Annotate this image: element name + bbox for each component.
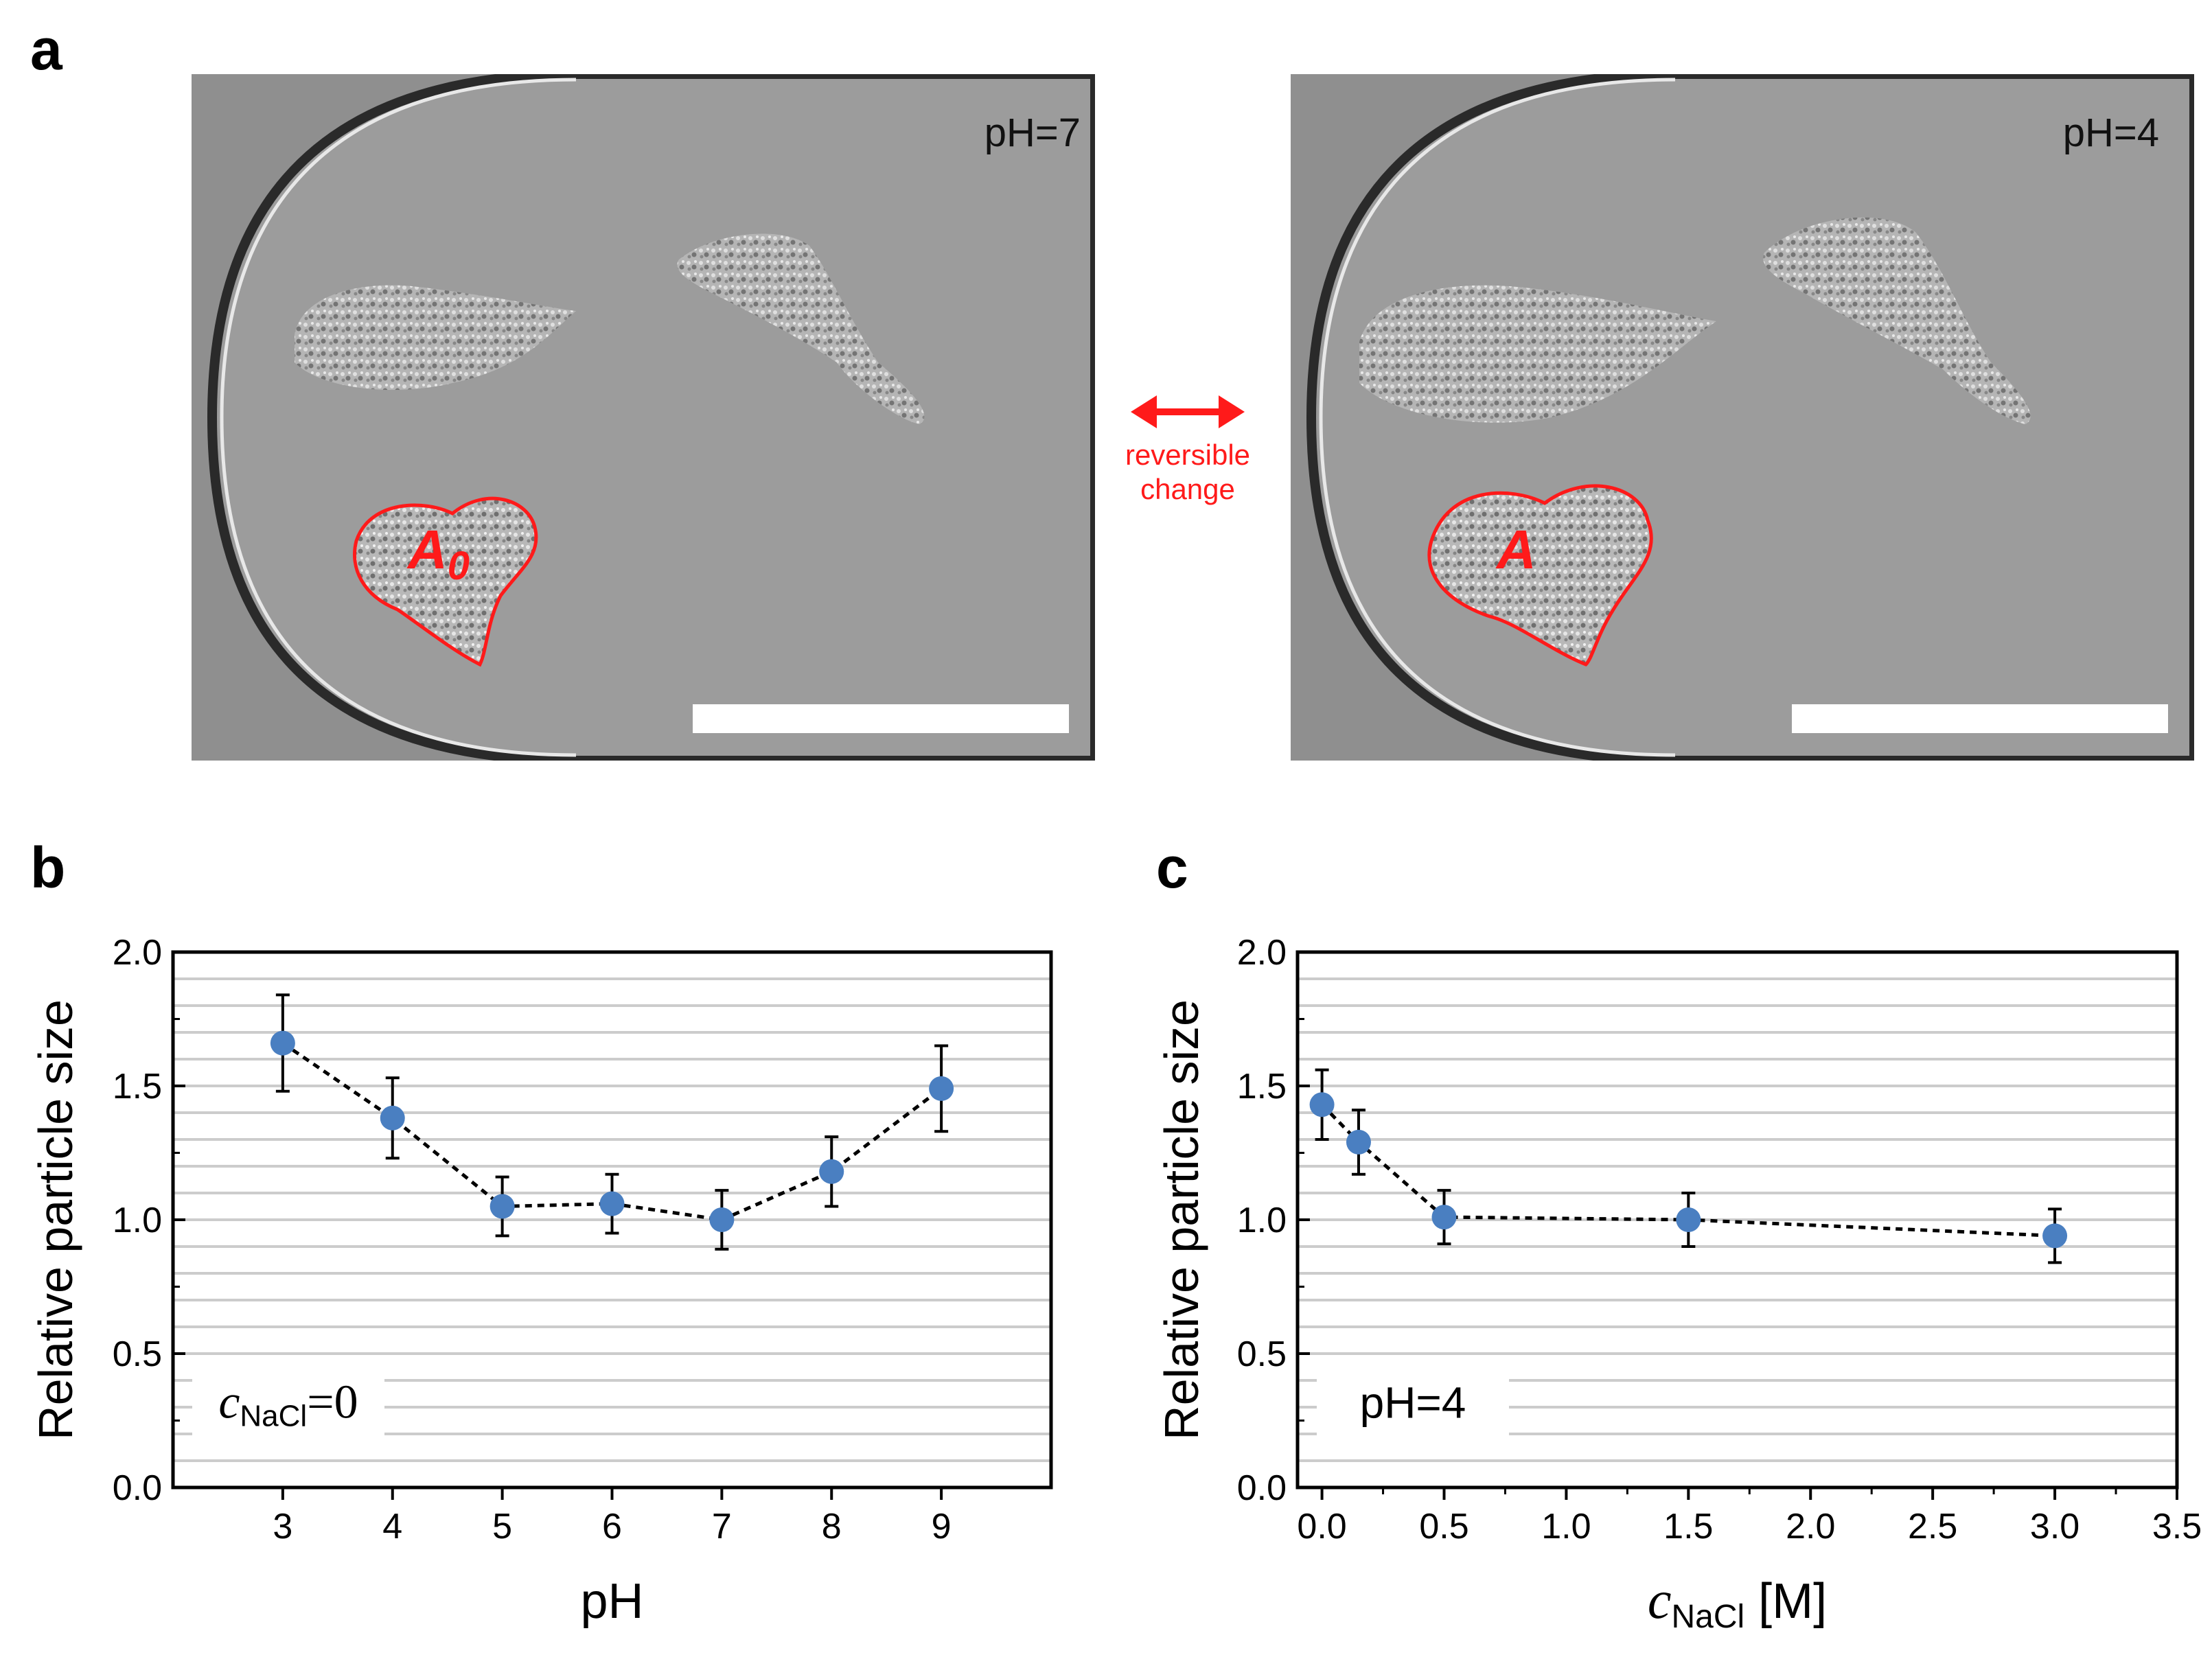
legend: pH=4 [1317, 1364, 1509, 1439]
particle-region-a [1429, 485, 1652, 664]
condition-label-ph7: pH=7 [984, 111, 1081, 155]
x-tick-label: 3.0 [2030, 1507, 2079, 1547]
particle-cluster [1763, 217, 2031, 424]
x-tick-label: 3.5 [2152, 1507, 2202, 1547]
data-point [1309, 1092, 1335, 1117]
transition-indicator: reversible change [1105, 391, 1270, 507]
data-point [709, 1207, 735, 1232]
x-tick-label: 7 [712, 1507, 732, 1547]
chart-panel-c: pH=4 0.0 0.5 1.0 1.5 2.0 0.0 0.5 1.0 1.5 2.0 2.5 3.0… [1155, 933, 2202, 1635]
particle-outline [1427, 484, 1653, 667]
panel-label-b: b [30, 835, 66, 900]
y-tick-label: 0.0 [1237, 1468, 1287, 1508]
y-tick-label: 1.0 [1237, 1201, 1287, 1240]
scale-bar [1792, 704, 2168, 733]
particle-outline [353, 496, 538, 667]
droplet-rim [1319, 78, 1676, 757]
y-tick-label: 0.5 [1237, 1334, 1287, 1374]
x-tick-label: 1.0 [1541, 1507, 1591, 1547]
particle-region-a0 [354, 498, 536, 664]
region-label-a: A [1495, 519, 1536, 580]
y-tick-label: 0.5 [113, 1334, 162, 1374]
x-tick-label: 2.0 [1786, 1507, 1835, 1547]
particle-cluster [677, 233, 925, 424]
data-point [1676, 1207, 1701, 1232]
condition-label-ph4: pH=4 [2063, 111, 2159, 155]
data-point [380, 1105, 405, 1131]
droplet-interior [207, 74, 1095, 761]
legend-text: pH=4 [1360, 1378, 1466, 1428]
y-tick-label: 0.0 [113, 1468, 162, 1508]
legend-box [1317, 1364, 1509, 1439]
transition-text-line1: reversible [1125, 439, 1251, 471]
y-tick-label: 1.0 [113, 1201, 162, 1240]
x-tick-label: 1.5 [1663, 1507, 1713, 1547]
legend-box [192, 1364, 384, 1439]
y-tick-label: 1.5 [113, 1067, 162, 1107]
y-tick-label: 2.0 [113, 933, 162, 973]
panel-label-a: a [30, 17, 62, 82]
region-label-a0: A0 [406, 519, 470, 588]
particle-cluster [1359, 285, 1716, 423]
scale-bar [693, 704, 1069, 733]
x-axis-label: pH [580, 1574, 643, 1629]
x-axis-label: cNaCl [M] [1648, 1570, 1827, 1635]
data-point [270, 1030, 295, 1056]
data-point [2042, 1223, 2068, 1249]
x-tick-label: 8 [822, 1507, 842, 1547]
x-tick-label: 6 [602, 1507, 622, 1547]
x-tick-label: 0.0 [1297, 1507, 1346, 1547]
legend: cNaCl=0 [192, 1364, 384, 1439]
data-point [489, 1194, 515, 1219]
particle-cluster [295, 285, 576, 390]
data-point [929, 1076, 954, 1101]
droplet-rim [220, 78, 577, 757]
x-tick-label: 0.5 [1419, 1507, 1468, 1547]
x-tick-label: 5 [492, 1507, 512, 1547]
data-point [1431, 1205, 1457, 1230]
data-point [599, 1191, 625, 1216]
micrograph-ph7: A0 pH=7 [192, 74, 1095, 761]
y-tick-label: 2.0 [1237, 933, 1287, 973]
micrograph-ph4: A pH=4 [1291, 74, 2194, 761]
legend-text: cNaCl=0 [218, 1376, 358, 1433]
panel-label-c: c [1156, 835, 1188, 900]
y-axis-label: Relative particle size [1155, 999, 1208, 1440]
x-tick-label: 9 [932, 1507, 952, 1547]
x-tick-label: 4 [382, 1507, 402, 1547]
transition-text-line2: change [1140, 473, 1235, 505]
y-axis-label: Relative particle size [29, 999, 82, 1440]
y-tick-label: 1.5 [1237, 1067, 1287, 1107]
double-arrow-icon [1131, 395, 1245, 428]
data-point [819, 1159, 844, 1184]
x-tick-label: 2.5 [1908, 1507, 1957, 1547]
chart-panel-b: cNaCl=0 0.0 0.5 1.0 1.5 2.0 3 4 5 6 7 8 9 Relative pa… [29, 933, 1053, 1629]
data-point [1346, 1129, 1371, 1155]
x-tick-label: 3 [273, 1507, 292, 1547]
